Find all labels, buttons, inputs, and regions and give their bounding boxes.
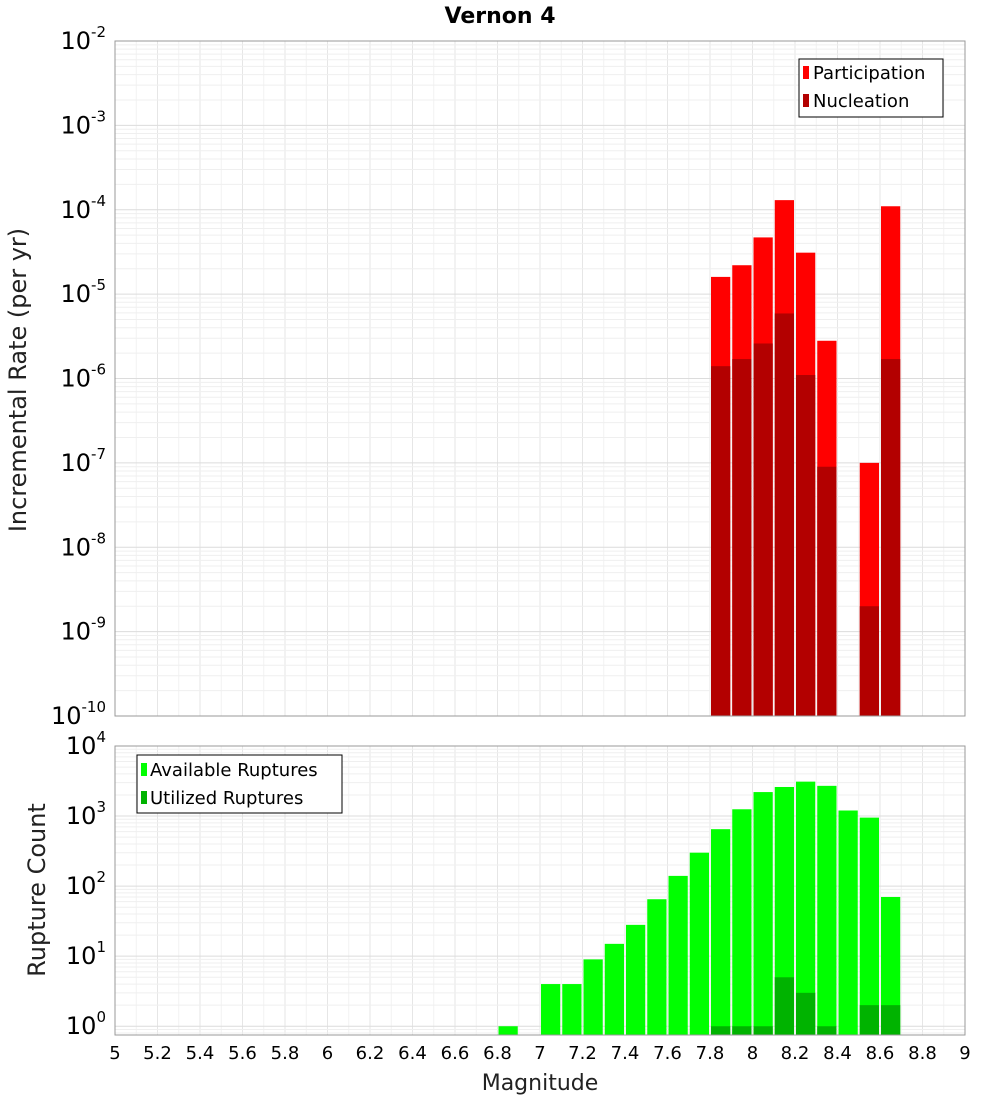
top-legend: Participation Nucleation	[798, 58, 944, 118]
participation-legend-swatch	[803, 66, 809, 79]
x-tick-label: 5.6	[228, 1043, 257, 1064]
top-y-tick-label: 10-2	[60, 23, 106, 55]
available-ruptures-bar	[732, 809, 752, 1035]
utilized-ruptures-bar	[711, 1026, 731, 1035]
top-legend-box	[798, 58, 944, 118]
participation-legend-label: Participation	[813, 63, 925, 84]
x-tick-label: 9	[959, 1043, 970, 1064]
available-ruptures-bar	[817, 785, 837, 1035]
available-ruptures-legend-label: Available Ruptures	[150, 760, 318, 781]
available-ruptures-bar	[541, 984, 561, 1035]
top-y-tick-label: 10-9	[60, 614, 106, 646]
available-ruptures-bar	[498, 1026, 518, 1035]
bottom-legend: Available Ruptures Utilized Ruptures	[136, 754, 343, 814]
top-y-tick-label: 10-3	[60, 107, 106, 139]
utilized-ruptures-legend-swatch	[141, 791, 147, 804]
available-ruptures-bar	[838, 810, 858, 1035]
x-tick-label: 8.4	[823, 1043, 852, 1064]
utilized-ruptures-bar	[796, 992, 816, 1035]
top-y-tick-label: 10-6	[60, 361, 106, 393]
bottom-chart-bars	[498, 781, 901, 1035]
bottom-y-tick-label: 101	[66, 938, 106, 970]
available-ruptures-bar	[583, 959, 603, 1035]
bottom-legend-box	[136, 754, 343, 814]
top-y-tick-label: 10-10	[51, 698, 106, 730]
top-chart-grid	[114, 41, 966, 717]
bottom-y-tick-label: 104	[66, 728, 106, 760]
top-y-tick-label: 10-8	[60, 529, 106, 561]
nucleation-bar	[859, 606, 879, 716]
x-tick-label: 6.8	[483, 1043, 512, 1064]
x-tick-label: 8.8	[908, 1043, 937, 1064]
bottom-y-axis-label: Rupture Count	[23, 803, 51, 977]
x-tick-label: 5.4	[186, 1043, 215, 1064]
x-tick-label: 5.8	[271, 1043, 300, 1064]
utilized-ruptures-bar	[753, 1026, 773, 1035]
available-ruptures-bar	[668, 875, 688, 1035]
available-ruptures-bar	[881, 896, 901, 1035]
x-axis-label: Magnitude	[482, 1071, 599, 1096]
available-ruptures-bar	[711, 829, 731, 1035]
x-tick-label: 6.2	[356, 1043, 385, 1064]
chart-title: Vernon 4	[445, 4, 556, 29]
x-tick-label: 7.8	[696, 1043, 725, 1064]
x-tick-label: 5	[109, 1043, 120, 1064]
top-y-tick-label: 10-4	[60, 192, 106, 224]
nucleation-legend-label: Nucleation	[813, 91, 909, 112]
top-plot-frame	[114, 40, 966, 717]
nucleation-bar	[881, 359, 901, 716]
top-y-tick-label: 10-5	[60, 276, 106, 308]
available-ruptures-bar	[774, 786, 794, 1035]
x-tick-labels: 5 5.2 5.4 5.6 5.8 6 6.2 6.4 6.6 6.8 7 7.2 7.4 7.6 7.8 8…	[109, 1043, 970, 1064]
x-tick-label: 6	[322, 1043, 333, 1064]
available-ruptures-legend-swatch	[141, 763, 147, 776]
available-ruptures-bar	[796, 781, 816, 1035]
x-tick-label: 8.2	[781, 1043, 810, 1064]
top-chart-bars	[711, 200, 901, 716]
utilized-ruptures-bar	[817, 1026, 837, 1035]
nucleation-bar	[753, 343, 773, 716]
bottom-y-tick-labels: 100 101 102 103 104	[66, 728, 106, 1040]
available-ruptures-bar	[859, 817, 879, 1035]
nucleation-bar	[732, 359, 752, 716]
top-y-axis-label: Incremental Rate (per yr)	[4, 228, 32, 532]
x-tick-label: 7.2	[568, 1043, 597, 1064]
utilized-ruptures-bar	[774, 977, 794, 1035]
bottom-y-tick-label: 103	[66, 798, 106, 830]
x-tick-label: 7.6	[653, 1043, 682, 1064]
utilized-ruptures-bar	[859, 1005, 879, 1035]
x-tick-label: 8.6	[866, 1043, 895, 1064]
available-ruptures-bar	[647, 899, 667, 1035]
x-tick-label: 5.2	[143, 1043, 172, 1064]
utilized-ruptures-bar	[881, 1005, 901, 1035]
x-tick-label: 7.4	[611, 1043, 640, 1064]
available-ruptures-bar	[562, 984, 582, 1035]
nucleation-bar	[817, 466, 837, 716]
x-tick-label: 7	[534, 1043, 545, 1064]
x-tick-label: 8	[747, 1043, 758, 1064]
available-ruptures-bar	[604, 943, 624, 1035]
utilized-ruptures-legend-label: Utilized Ruptures	[150, 788, 303, 809]
available-ruptures-bar	[753, 792, 773, 1035]
bottom-plot-frame	[114, 745, 966, 1036]
top-y-tick-label: 10-7	[60, 445, 106, 477]
x-tick-label: 6.6	[441, 1043, 470, 1064]
available-ruptures-bar	[626, 924, 646, 1035]
utilized-ruptures-bar	[732, 1026, 752, 1035]
available-ruptures-bar	[689, 852, 709, 1035]
nucleation-bar	[774, 313, 794, 716]
bottom-y-tick-label: 102	[66, 868, 106, 900]
bottom-y-tick-label: 100	[66, 1008, 106, 1040]
nucleation-bar	[711, 366, 731, 716]
nucleation-legend-swatch	[803, 94, 809, 107]
nucleation-bar	[796, 375, 816, 716]
x-tick-label: 6.4	[398, 1043, 427, 1064]
top-y-tick-labels: 10-10 10-9 10-8 10-7 10-6 10-5 10-4 10-3 10-2	[51, 23, 106, 730]
